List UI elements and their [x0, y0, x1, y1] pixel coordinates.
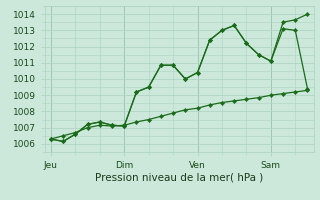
X-axis label: Pression niveau de la mer( hPa ): Pression niveau de la mer( hPa ) — [95, 173, 263, 183]
